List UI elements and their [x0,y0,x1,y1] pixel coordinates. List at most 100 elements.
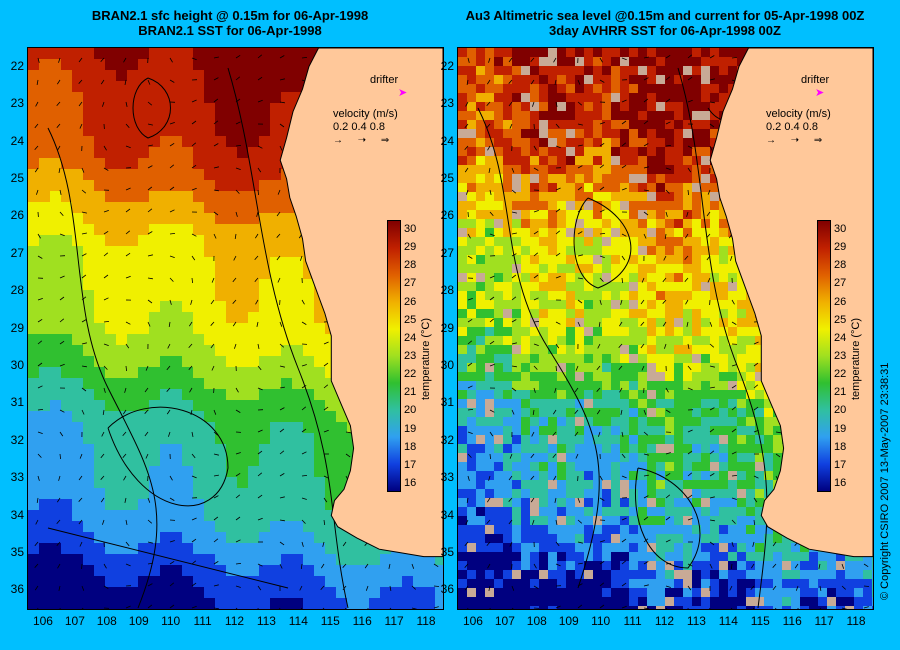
longitude-tick-label: 111 [193,614,212,628]
right-drifter-legend: drifter ➤ [801,74,829,99]
longitude-tick-label: 108 [526,614,547,628]
velocity-arrows: → ➝ ⇒ [333,135,396,146]
longitude-tick-label: 114 [288,614,308,628]
colorbar-tick-label: 20 [404,404,417,417]
latitude-tick-label: 36 [10,582,24,597]
latitude-tick-label: 32 [440,432,454,447]
latitude-tick-label: 25 [10,170,24,185]
colorbar-tick-label: 22 [404,368,417,381]
colorbar-tick-label: 28 [404,259,417,272]
arrow-right-icon: ➤ [398,87,408,99]
right-colorbar-label: temperature (°C) [850,317,862,400]
colorbar-tick-label: 18 [404,440,417,453]
drifter-label: drifter [370,74,399,86]
left-title-line1: BRAN2.1 sfc height @ 0.15m for 06-Apr-19… [91,8,369,23]
right-longitude-axis: 106 107 108 109 110 111 112 113 114 115 116 117 118 [457,614,872,634]
colorbar-tick-label: 23 [404,350,417,362]
colorbar-tick-label: 29 [404,241,417,254]
latitude-tick-label: 29 [440,320,454,335]
colorbar-tick-label: 21 [404,386,417,399]
velocity-label: velocity (m/s) [766,108,831,120]
colorbar-tick-label: 30 [404,223,417,236]
colorbar-tick-label: 30 [834,223,847,236]
colorbar-tick-label: 27 [404,277,417,290]
copyright-notice: © Copyright CSIRO 2007 13-May-2007 23:38… [879,362,891,600]
longitude-tick-label: 107 [64,614,85,628]
land-mass [709,48,873,558]
right-latitude-axis: 22 23 24 25 26 27 28 29 30 31 32 33 34 35 36 [432,47,456,608]
latitude-tick-label: 23 [440,96,454,111]
longitude-tick-label: 116 [782,614,802,628]
colorbar-tick-label: 20 [834,404,847,417]
right-velocity-legend: velocity (m/s) 0.2 0.4 0.8 → ➝ ⇒ [766,108,831,147]
colorbar-tick-label: 26 [404,295,417,308]
latitude-tick-label: 34 [10,507,24,522]
velocity-scale: 0.2 0.4 0.8 [333,121,385,133]
colorbar-tick-label: 17 [834,458,847,471]
colorbar-tick-label: 19 [404,422,417,435]
colorbar-tick-label: 18 [834,440,847,453]
longitude-tick-label: 112 [654,614,675,628]
left-drifter-legend: drifter ➤ [370,74,407,99]
velocity-arrows: → ➝ ⇒ [766,135,829,146]
latitude-tick-label: 24 [440,133,454,148]
longitude-tick-label: 112 [224,614,245,628]
left-panel-title: BRAN2.1 sfc height @ 0.15m for 06-Apr-19… [30,8,430,38]
latitude-tick-label: 35 [440,544,454,559]
arrow-right-icon: ➤ [815,87,825,99]
latitude-tick-label: 23 [10,96,24,111]
latitude-tick-label: 34 [440,507,454,522]
latitude-tick-label: 29 [10,320,24,335]
colorbar-tick-label: 28 [834,259,847,272]
right-title-line2: 3day AVHRR SST for 06-Apr-1998 00Z [549,23,781,38]
velocity-label: velocity (m/s) [333,108,398,120]
longitude-tick-label: 114 [718,614,738,628]
sea-level-contours [47,67,349,609]
left-colorbar [387,220,401,492]
longitude-tick-label: 109 [128,614,149,628]
right-map-panel [457,47,874,610]
drifter-label: drifter [801,74,830,86]
left-title-line2: BRAN2.1 SST for 06-Apr-1998 [138,23,322,38]
colorbar-tick-label: 16 [834,476,847,489]
right-panel-title: Au3 Altimetric sea level @0.15m and curr… [440,8,890,38]
latitude-tick-label: 26 [440,208,454,223]
latitude-tick-label: 33 [10,470,24,485]
colorbar-tick-label: 24 [834,331,847,344]
longitude-tick-label: 118 [416,614,436,628]
longitude-tick-label: 107 [494,614,515,628]
latitude-tick-label: 27 [10,245,24,260]
longitude-tick-label: 113 [686,614,706,628]
left-longitude-axis: 106 107 108 109 110 111 112 113 114 115 116 117 118 [27,614,442,634]
longitude-tick-label: 115 [320,614,340,628]
latitude-tick-label: 22 [440,58,454,73]
longitude-tick-label: 111 [623,614,642,628]
colorbar-tick-label: 27 [834,277,847,290]
longitude-tick-label: 115 [750,614,770,628]
land-mass [279,48,443,558]
latitude-tick-label: 30 [10,357,24,372]
latitude-tick-label: 28 [10,283,24,298]
longitude-tick-label: 116 [352,614,372,628]
longitude-tick-label: 108 [96,614,117,628]
right-colorbar-ticks: 30 29 28 27 26 25 24 23 22 21 20 19 18 17 16 [834,220,858,492]
longitude-tick-label: 118 [846,614,866,628]
colorbar-tick-label: 25 [834,313,847,326]
colorbar-tick-label: 16 [404,476,417,489]
latitude-tick-label: 30 [440,357,454,372]
longitude-tick-label: 106 [32,614,53,628]
latitude-tick-label: 22 [10,58,24,73]
latitude-tick-label: 26 [10,208,24,223]
right-sst-map [458,48,873,609]
latitude-tick-label: 33 [440,470,454,485]
colorbar-tick-label: 26 [834,295,847,308]
latitude-tick-label: 31 [440,395,454,410]
right-title-line1: Au3 Altimetric sea level @0.15m and curr… [465,8,865,23]
left-colorbar-ticks: 30 29 28 27 26 25 24 23 22 21 20 19 18 17 16 [404,220,428,492]
colorbar-tick-label: 22 [834,368,847,381]
latitude-tick-label: 35 [10,544,24,559]
latitude-tick-label: 25 [440,170,454,185]
left-latitude-axis: 22 23 24 25 26 27 28 29 30 31 32 33 34 35 36 [2,47,26,608]
colorbar-tick-label: 24 [404,331,417,344]
colorbar-tick-label: 19 [834,422,847,435]
